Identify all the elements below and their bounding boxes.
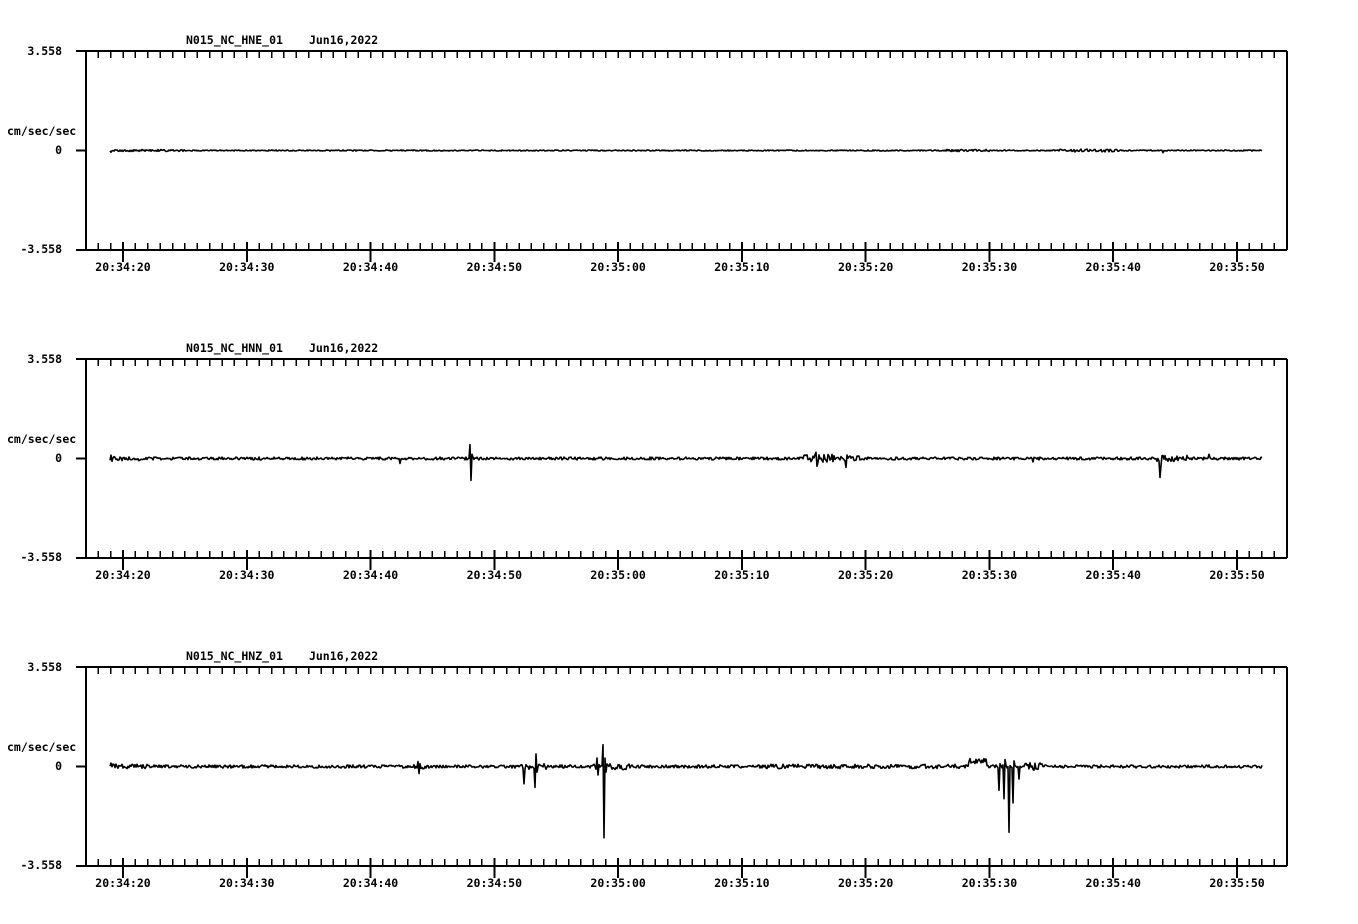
x-tick-label: 20:35:50 [1209, 260, 1265, 274]
y-tick-min-label: -3.558 [20, 550, 62, 564]
x-tick-label: 20:35:10 [714, 876, 770, 890]
x-tick-label: 20:35:00 [590, 568, 646, 582]
seismo-panel: N015_NC_HNZ_01 Jun16,2022 cm/sec/sec 3.55… [0, 616, 1358, 924]
x-tick-label: 20:34:30 [219, 260, 275, 274]
seismo-panel: N015_NC_HNN_01 Jun16,2022 cm/sec/sec 3.55… [0, 308, 1358, 616]
date-label: Jun16,2022 [308, 341, 379, 355]
x-tick-label: 20:35:20 [837, 260, 894, 274]
x-tick-label: 20:34:50 [466, 260, 523, 274]
x-tick-label: 20:34:50 [466, 876, 523, 890]
x-tick-label: 20:34:30 [219, 876, 275, 890]
x-tick-label: 20:35:20 [837, 876, 894, 890]
x-tick-label: 20:35:00 [590, 876, 646, 890]
x-tick-label: 20:35:40 [1085, 876, 1141, 890]
y-tick-min-label: -3.558 [20, 858, 62, 872]
seismo-panel: N015_NC_HNE_01 Jun16,2022 cm/sec/sec 3.55… [0, 0, 1358, 308]
x-tick-label: 20:34:20 [95, 568, 151, 582]
panel-title: N015_NC_HNE_01 Jun16,2022 [186, 34, 378, 47]
channel-id-label: N015_NC_HNE_01 [186, 33, 283, 47]
x-tick-label: 20:34:40 [342, 568, 399, 582]
x-tick-label: 20:35:40 [1085, 260, 1141, 274]
x-tick-label: 20:34:40 [342, 260, 399, 274]
y-tick-zero-label: 0 [55, 451, 62, 465]
panel-title: N015_NC_HNN_01 Jun16,2022 [186, 342, 378, 355]
y-tick-zero-label: 0 [55, 143, 62, 157]
channel-id-label: N015_NC_HNZ_01 [186, 649, 283, 663]
x-tick-label: 20:35:30 [961, 260, 1018, 274]
x-tick-label: 20:35:10 [714, 568, 770, 582]
seismic-trace [109, 148, 1263, 154]
x-tick-label: 20:35:50 [1209, 876, 1265, 890]
channel-id-label: N015_NC_HNN_01 [186, 341, 283, 355]
x-tick-label: 20:35:00 [590, 260, 646, 274]
x-tick-label: 20:34:40 [342, 876, 399, 890]
panel-title: N015_NC_HNZ_01 Jun16,2022 [186, 650, 378, 663]
waveform-plot [76, 50, 1288, 262]
y-tick-max-label: 3.558 [27, 352, 62, 366]
x-tick-label: 20:35:40 [1085, 568, 1141, 582]
seismic-trace [109, 443, 1263, 482]
x-tick-label: 20:35:50 [1209, 568, 1265, 582]
y-tick-max-label: 3.558 [27, 660, 62, 674]
y-tick-zero-label: 0 [55, 759, 62, 773]
waveform-plot [76, 666, 1288, 878]
date-label: Jun16,2022 [308, 649, 379, 663]
x-tick-label: 20:35:30 [961, 876, 1018, 890]
y-axis-unit-label: cm/sec/sec [7, 740, 77, 754]
seismic-trace [109, 743, 1263, 839]
x-tick-label: 20:34:20 [95, 876, 151, 890]
x-tick-label: 20:35:30 [961, 568, 1018, 582]
y-axis-unit-label: cm/sec/sec [7, 124, 77, 138]
x-tick-label: 20:34:20 [95, 260, 151, 274]
date-label: Jun16,2022 [308, 33, 379, 47]
y-tick-max-label: 3.558 [27, 44, 62, 58]
x-tick-label: 20:34:30 [219, 568, 275, 582]
y-tick-min-label: -3.558 [20, 242, 62, 256]
x-tick-label: 20:35:20 [837, 568, 894, 582]
x-tick-label: 20:35:10 [714, 260, 770, 274]
y-axis-unit-label: cm/sec/sec [7, 432, 77, 446]
waveform-plot [76, 358, 1288, 570]
x-tick-label: 20:34:50 [466, 568, 523, 582]
